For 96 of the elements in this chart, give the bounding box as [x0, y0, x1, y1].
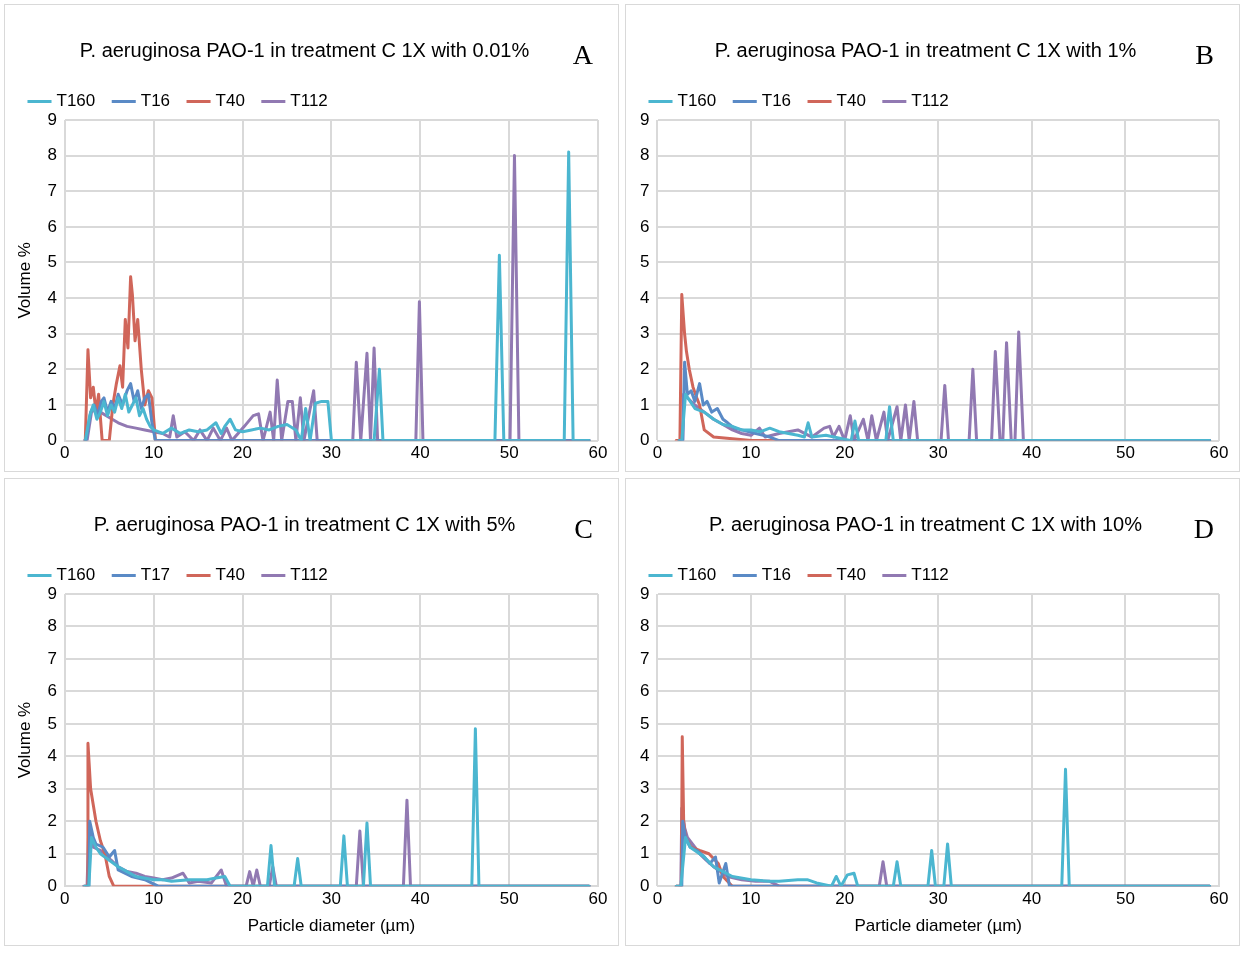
x-tick-label: 10: [741, 443, 761, 463]
x-tick-label: 30: [928, 889, 948, 909]
y-tick-label: 9: [639, 583, 650, 603]
legend-label: T160: [677, 91, 717, 111]
y-tick-label: 7: [47, 180, 57, 200]
text: B: [1195, 39, 1214, 71]
y-tick-label: 9: [47, 583, 57, 603]
y-tick-label: 6: [47, 216, 57, 236]
x-tick-label: 40: [410, 443, 430, 463]
y-tick-label: 1: [639, 843, 650, 863]
y-tick-label: 1: [47, 843, 57, 863]
y-tick-label: 7: [47, 648, 57, 668]
legend-label: T112: [290, 91, 328, 111]
x-tick-label: 20: [835, 443, 855, 463]
y-tick-label: 2: [639, 359, 650, 379]
legend-label: T17: [140, 565, 171, 585]
y-tick-label: 5: [47, 252, 57, 272]
y-tick-label: 3: [639, 778, 650, 798]
x-axis-title: Particle diameter (µm): [247, 916, 416, 936]
x-tick-label: 10: [144, 889, 164, 909]
y-tick-label: 2: [47, 359, 57, 379]
legend-label: T112: [911, 565, 949, 585]
y-tick-label: 0: [639, 430, 650, 450]
y-tick-label: 4: [639, 287, 650, 307]
y-tick-label: 5: [47, 713, 57, 733]
legend-label: T16: [761, 91, 792, 111]
y-tick-label: 3: [47, 323, 57, 343]
y-tick-label: 5: [639, 252, 650, 272]
y-tick-label: 0: [47, 430, 57, 450]
y-tick-label: 2: [639, 810, 650, 830]
legend-label: T160: [677, 565, 717, 585]
x-tick-label: 30: [321, 889, 341, 909]
legend-label: T40: [836, 91, 866, 111]
y-tick-label: 0: [639, 875, 650, 895]
y-tick-label: 9: [47, 109, 57, 129]
y-tick-label: 3: [47, 778, 57, 798]
y-tick-label: 6: [639, 216, 650, 236]
x-tick-label: 40: [410, 889, 430, 909]
chart-title: P. aeruginosa PAO-1 in treatment C 1X with 10%: [709, 512, 1143, 535]
y-axis-title: Volume %: [14, 242, 34, 319]
text: C: [574, 513, 593, 545]
y-tick-label: 8: [639, 616, 650, 636]
x-tick-label: 10: [741, 889, 761, 909]
y-tick-label: 7: [639, 648, 650, 668]
x-tick-label: 10: [144, 443, 164, 463]
y-tick-label: 8: [47, 616, 57, 636]
x-tick-label: 40: [1022, 889, 1042, 909]
chart-title: P. aeruginosa PAO-1 in treatment C 1X with 5%: [93, 512, 516, 535]
y-tick-label: 6: [639, 681, 650, 701]
chart-title: P. aeruginosa PAO-1 in treatment C 1X with 1%: [714, 38, 1137, 61]
x-tick-label: 60: [1209, 443, 1229, 463]
y-tick-label: 1: [47, 394, 57, 414]
legend-label: T112: [911, 91, 949, 111]
x-tick-label: 20: [835, 889, 855, 909]
x-tick-label: 0: [60, 443, 70, 463]
x-tick-label: 40: [1022, 443, 1042, 463]
y-tick-label: 1: [639, 394, 650, 414]
x-tick-label: 20: [233, 443, 253, 463]
legend-label: T16: [140, 91, 171, 111]
y-tick-label: 9: [639, 109, 650, 129]
y-tick-label: 4: [639, 746, 650, 766]
y-tick-label: 2: [47, 810, 57, 830]
y-tick-label: 7: [639, 180, 650, 200]
chart-title: P. aeruginosa PAO-1 in treatment C 1X with 0.01%: [79, 38, 530, 61]
y-tick-label: 4: [47, 746, 57, 766]
y-tick-label: 5: [639, 713, 650, 733]
text: A: [572, 39, 594, 71]
x-tick-label: 50: [499, 443, 519, 463]
text: D: [1193, 513, 1214, 545]
y-axis-title: Volume %: [14, 701, 34, 779]
x-axis-title: Particle diameter (µm): [854, 916, 1023, 936]
y-tick-label: 3: [639, 323, 650, 343]
x-tick-label: 0: [60, 889, 70, 909]
legend-label: T40: [836, 565, 866, 585]
legend-label: T160: [56, 565, 96, 585]
legend-label: T160: [56, 91, 96, 111]
y-tick-label: 6: [47, 681, 57, 701]
x-tick-label: 60: [1209, 889, 1229, 909]
y-tick-label: 0: [47, 875, 57, 895]
y-tick-label: 8: [639, 145, 650, 165]
y-tick-label: 4: [47, 287, 57, 307]
legend-label: T40: [215, 91, 245, 111]
y-tick-label: 8: [47, 145, 57, 165]
legend-label: T112: [290, 565, 328, 585]
legend-label: T40: [215, 565, 245, 585]
x-tick-label: 0: [652, 889, 663, 909]
x-tick-label: 30: [928, 443, 948, 463]
x-tick-label: 0: [652, 443, 663, 463]
x-tick-label: 60: [588, 889, 608, 909]
legend-label: T16: [761, 565, 792, 585]
x-tick-label: 50: [1115, 443, 1135, 463]
x-tick-label: 20: [233, 889, 253, 909]
x-tick-label: 50: [499, 889, 519, 909]
x-tick-label: 60: [588, 443, 608, 463]
x-tick-label: 30: [321, 443, 341, 463]
x-tick-label: 50: [1115, 889, 1135, 909]
